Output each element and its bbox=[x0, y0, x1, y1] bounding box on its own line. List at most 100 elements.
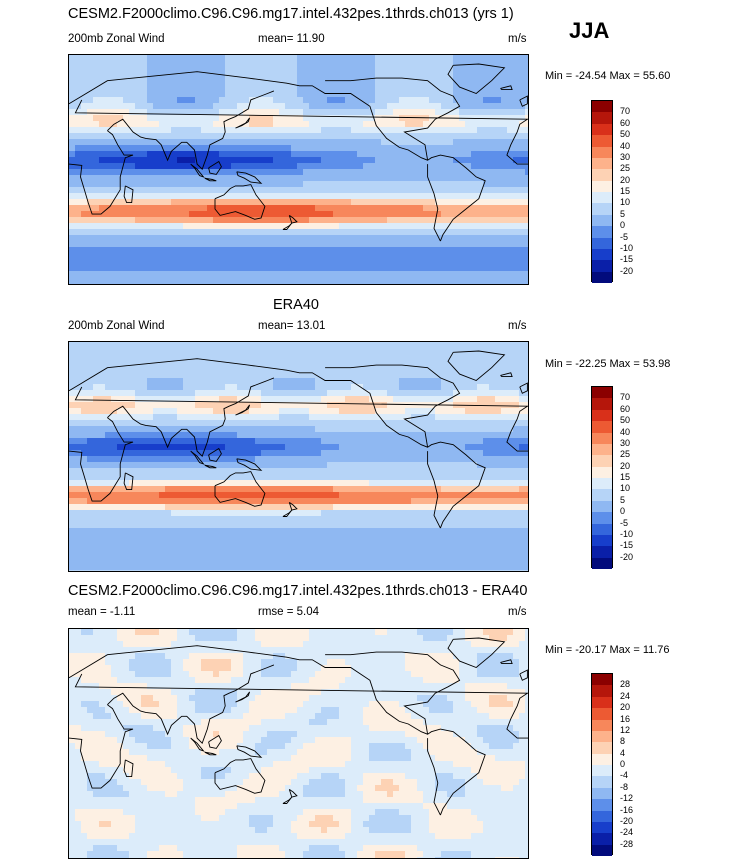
field-cell bbox=[273, 61, 280, 68]
field-cell bbox=[81, 109, 88, 116]
field-cell bbox=[375, 205, 382, 212]
field-cell bbox=[411, 450, 418, 457]
field-cell bbox=[123, 432, 130, 439]
field-cell bbox=[453, 73, 460, 80]
field-cell bbox=[237, 223, 244, 230]
field-cell bbox=[453, 151, 460, 158]
field-cell bbox=[519, 360, 526, 367]
field-cell bbox=[333, 61, 340, 68]
field-cell bbox=[459, 163, 466, 170]
field-cell bbox=[441, 462, 448, 469]
field-cell bbox=[309, 157, 316, 164]
field-cell bbox=[123, 474, 130, 481]
field-cell bbox=[87, 247, 94, 254]
field-cell bbox=[87, 109, 94, 116]
field-cell bbox=[291, 121, 298, 128]
field-cell bbox=[291, 85, 298, 92]
field-cell bbox=[489, 205, 496, 212]
field-cell bbox=[327, 420, 334, 427]
field-cell bbox=[429, 372, 436, 379]
field-cell bbox=[411, 235, 418, 242]
field-cell bbox=[81, 390, 88, 397]
field-cell bbox=[375, 420, 382, 427]
field-cell bbox=[177, 378, 184, 385]
field-cell bbox=[147, 372, 154, 379]
field-cell bbox=[207, 145, 214, 152]
field-cell bbox=[477, 211, 484, 218]
field-cell bbox=[453, 247, 460, 254]
field-cell bbox=[495, 438, 502, 445]
field-cell bbox=[123, 426, 130, 433]
field-cell bbox=[291, 259, 298, 266]
field-cell bbox=[267, 420, 274, 427]
field-cell bbox=[459, 342, 466, 349]
field-cell bbox=[261, 241, 268, 248]
field-cell bbox=[513, 456, 520, 463]
field-cell bbox=[501, 247, 508, 254]
field-cell bbox=[285, 432, 292, 439]
field-cell bbox=[501, 61, 508, 68]
field-cell bbox=[525, 396, 528, 403]
field-cell bbox=[471, 366, 478, 373]
field-cell bbox=[69, 223, 76, 230]
field-cell bbox=[285, 79, 292, 86]
field-cell bbox=[159, 271, 166, 278]
field-cell bbox=[93, 265, 100, 272]
field-cell bbox=[303, 414, 310, 421]
field-cell bbox=[351, 109, 358, 116]
field-cell bbox=[165, 151, 172, 158]
field-cell bbox=[279, 55, 286, 62]
field-cell bbox=[111, 73, 118, 80]
field-cell bbox=[429, 366, 436, 373]
field-cell bbox=[255, 390, 262, 397]
field-cell bbox=[267, 139, 274, 146]
field-cell bbox=[501, 205, 508, 212]
field-cell bbox=[357, 408, 364, 415]
field-cell bbox=[435, 265, 442, 272]
field-cell bbox=[321, 115, 328, 122]
field-cell bbox=[183, 241, 190, 248]
field-cell bbox=[69, 121, 76, 128]
contour-map-svg bbox=[69, 342, 528, 571]
field-cell bbox=[117, 360, 124, 367]
field-cell bbox=[279, 372, 286, 379]
field-cell bbox=[93, 229, 100, 236]
field-cell bbox=[441, 247, 448, 254]
field-cell bbox=[513, 378, 520, 385]
field-cell bbox=[405, 55, 412, 62]
field-cell bbox=[519, 450, 526, 457]
field-cell bbox=[195, 474, 202, 481]
field-cell bbox=[69, 438, 76, 445]
field-cell bbox=[213, 384, 220, 391]
field-cell bbox=[441, 85, 448, 92]
field-cell bbox=[393, 103, 400, 110]
field-cell bbox=[81, 181, 88, 188]
field-cell bbox=[513, 444, 520, 451]
field-cell bbox=[123, 277, 130, 284]
field-cell bbox=[507, 211, 514, 218]
field-cell bbox=[279, 253, 286, 260]
field-cell bbox=[231, 474, 238, 481]
coastline bbox=[235, 117, 251, 129]
field-cell bbox=[123, 109, 130, 116]
field-cell bbox=[357, 372, 364, 379]
field-cell bbox=[321, 175, 328, 182]
field-cell bbox=[309, 432, 316, 439]
field-cell bbox=[213, 450, 220, 457]
field-cell bbox=[309, 372, 316, 379]
field-cell bbox=[195, 121, 202, 128]
field-cell bbox=[147, 91, 154, 98]
field-cell bbox=[459, 456, 466, 463]
field-cell bbox=[381, 67, 388, 74]
field-cell bbox=[465, 181, 472, 188]
field-cell bbox=[177, 67, 184, 74]
field-cell bbox=[441, 127, 448, 134]
field-cell bbox=[111, 181, 118, 188]
field-cell bbox=[219, 79, 226, 86]
field-cell bbox=[519, 486, 526, 493]
field-cell bbox=[447, 133, 454, 140]
field-cell bbox=[189, 372, 196, 379]
field-cell bbox=[315, 121, 322, 128]
field-cell bbox=[501, 438, 508, 445]
field-cell bbox=[123, 468, 130, 475]
